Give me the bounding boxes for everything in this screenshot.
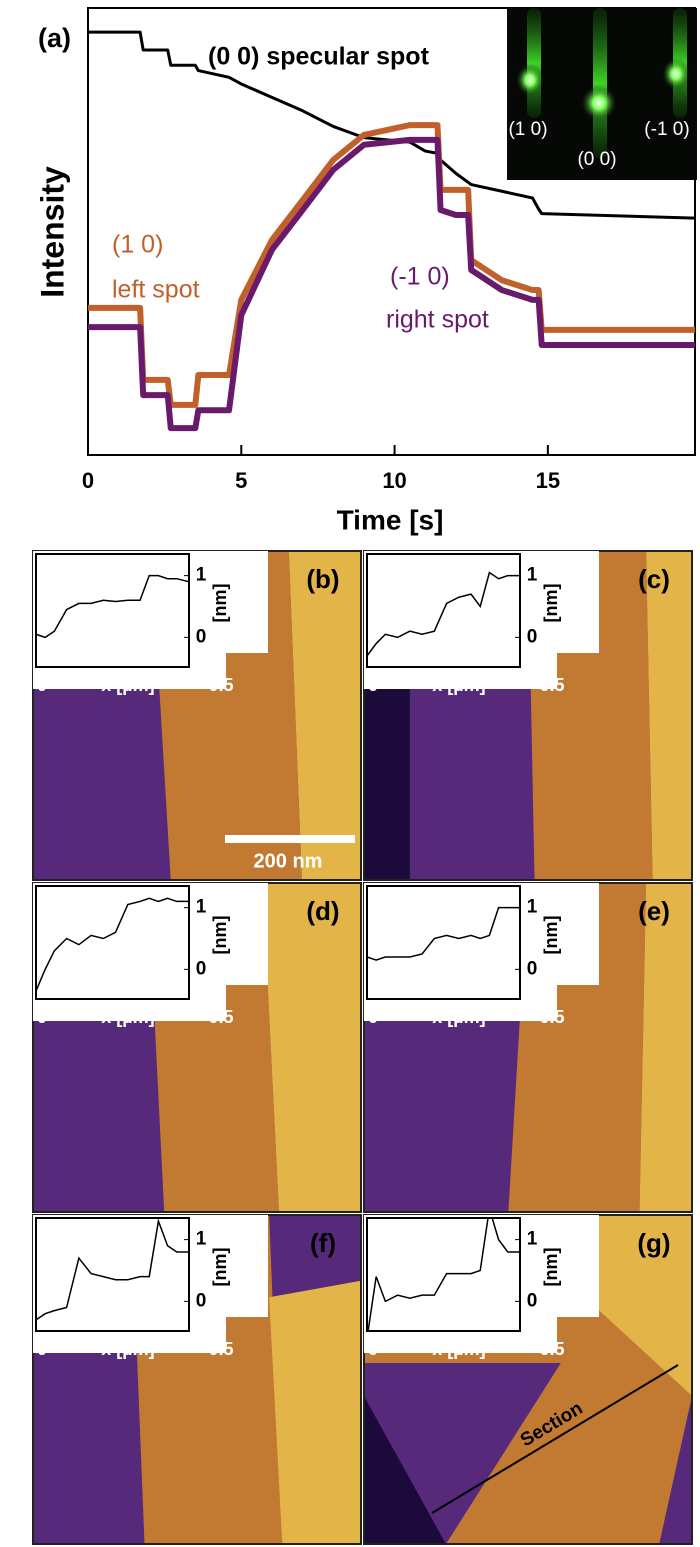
y-tick-label: 0 (527, 958, 538, 979)
x-tick-label: 10 (382, 468, 406, 493)
panel-label: (a) (38, 23, 71, 53)
y-axis-label: [nm] (210, 1248, 230, 1287)
profile-line (367, 906, 520, 961)
x-tick-label: 5 (235, 468, 247, 493)
afm-terrace (495, 1215, 692, 1396)
afm-panel: (c) 0 0.5 x [µm] 0 1[nm] (363, 550, 693, 881)
x-tick-label: 0 (37, 675, 47, 695)
inset-frame (35, 553, 190, 668)
panel-label: (b) (306, 564, 339, 594)
x-tick-label: 15 (536, 468, 560, 493)
y-tick-label: 1 (527, 897, 538, 918)
x-tick-label: 0.5 (539, 1339, 564, 1359)
inset-frame (35, 1217, 190, 1332)
panel-label: (g) (637, 1228, 670, 1258)
y-tick-label: 0 (527, 626, 538, 647)
section-line (431, 1364, 679, 1514)
afm-panel: (b) 0 0.5 x [µm] 0 1[nm] 200 nm (32, 550, 362, 881)
diffraction-spot (516, 64, 544, 96)
series-line (88, 136, 695, 432)
x-axis-label: x [µm] (432, 1339, 485, 1359)
x-axis-label: x [µm] (432, 1007, 485, 1027)
rheed-inset: (1 0) (0 0) (-1 0) (507, 8, 697, 180)
panel-label: (d) (306, 896, 339, 926)
afm-terrace (646, 551, 692, 880)
x-tick-label: 0 (37, 1339, 47, 1359)
inset-background (33, 883, 268, 985)
y-tick-label: 1 (527, 1229, 538, 1250)
series-label: left spot (112, 276, 200, 304)
inset-frame (366, 885, 521, 1000)
x-tick-label: 0 (37, 1007, 47, 1027)
y-tick-label: 1 (196, 1229, 207, 1250)
y-tick-label: 1 (527, 565, 538, 586)
x-axis-label: x [µm] (101, 1339, 154, 1359)
x-tick-label: 0.5 (539, 1007, 564, 1027)
panel-label: (c) (638, 564, 670, 594)
x-axis-label: x [µm] (101, 675, 154, 695)
panel-label: (e) (638, 896, 670, 926)
x-tick-label: 0 (368, 675, 378, 695)
afm-terrace (269, 1280, 361, 1544)
x-axis-label: x [µm] (432, 675, 485, 695)
inset-frame (366, 553, 521, 668)
series-label: right spot (386, 306, 489, 334)
panel-label: (f) (310, 1228, 336, 1258)
y-tick-label: 0 (196, 1290, 207, 1311)
x-tick-label: 0.5 (208, 675, 233, 695)
profile-line (36, 897, 189, 992)
diffraction-streak (527, 8, 541, 118)
y-axis-label: [nm] (210, 584, 230, 623)
series-label: (1 0) (112, 231, 163, 259)
diffraction-spot (581, 85, 617, 121)
plot-frame (87, 7, 696, 456)
scale-bar-label: 200 nm (254, 850, 323, 872)
y-axis-label: [nm] (541, 1248, 561, 1287)
x-axis-label: x [µm] (101, 1007, 154, 1027)
x-tick-label: 0.5 (539, 675, 564, 695)
scale-bar (225, 835, 355, 843)
y-tick-label: 0 (527, 1290, 538, 1311)
afm-panel: (f) 0 0.5 x [µm] 0 1[nm] (32, 1214, 362, 1545)
x-tick-label: 0 (368, 1007, 378, 1027)
afm-panel: (g)0 0.5x [µm]01[nm]Section (363, 1214, 693, 1545)
afm-panel: (e) 0 0.5 x [µm] 0 1[nm] (363, 882, 693, 1213)
diffraction-spot (662, 58, 690, 90)
series-label: (0 0) specular spot (208, 43, 430, 71)
profile-line (36, 1218, 189, 1321)
afm-terrace (639, 883, 692, 1212)
x-axis-label: Time [s] (337, 504, 444, 535)
y-axis-label: [nm] (210, 916, 230, 955)
y-tick-label: 0 (196, 626, 207, 647)
profile-line (367, 1218, 520, 1331)
x-tick-label: 0 (368, 1339, 378, 1359)
y-axis-label: [nm] (541, 584, 561, 623)
inset-label: (-1 0) (644, 119, 689, 140)
profile-line (36, 574, 189, 639)
inset-background (364, 883, 599, 985)
profile-line (367, 571, 520, 657)
series-label: (-1 0) (390, 263, 450, 291)
y-tick-label: 1 (196, 897, 207, 918)
diffraction-streak (593, 8, 607, 158)
y-axis-label: [nm] (541, 916, 561, 955)
inset-frame (366, 1217, 521, 1332)
x-tick-label: 0.5 (208, 1339, 233, 1359)
afm-panel: (d) 0 0.5 x [µm] 0 1[nm] (32, 882, 362, 1213)
inset-label: (1 0) (508, 119, 547, 140)
y-tick-label: 0 (196, 958, 207, 979)
inset-label: (0 0) (577, 149, 616, 170)
y-tick-label: 1 (196, 565, 207, 586)
x-tick-label: 0.5 (208, 1007, 233, 1027)
afm-terrace (288, 551, 361, 880)
inset-frame (35, 885, 190, 1000)
afm-terrace (262, 883, 361, 1212)
y-axis-label: Intensity (34, 166, 70, 298)
afm-terrace (364, 1363, 561, 1544)
x-tick-label: 0 (82, 468, 94, 493)
inset-background (33, 551, 268, 653)
